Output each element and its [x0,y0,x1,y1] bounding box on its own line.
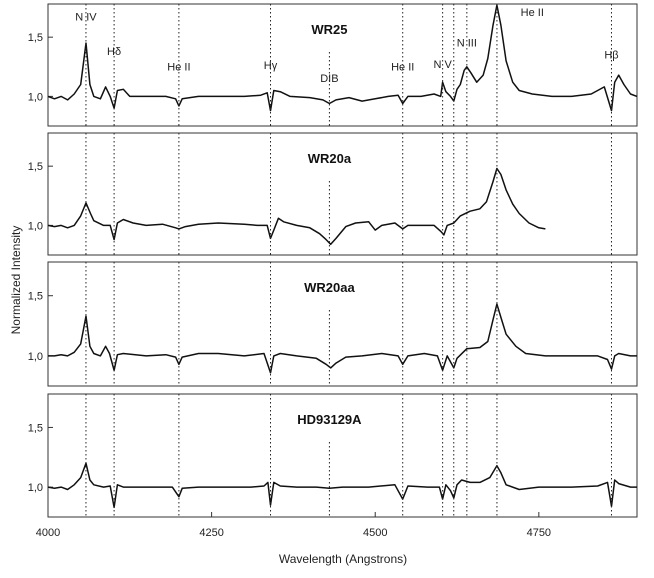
spectrum-line [47,167,546,246]
star-label: WR25 [311,22,347,37]
y-tick-label: 1,5 [28,422,43,434]
panel-frame [47,132,638,256]
y-tick-label: 1,5 [28,161,43,173]
y-tick-label: 1,0 [28,91,43,103]
spectrum-line [47,4,638,112]
spectrum-panel: 1,0 1,5 WR25 [28,3,638,127]
line-markers [85,4,612,517]
spectrum-panel: 1,0 1,5 WR20aa [28,261,638,387]
line-label: N III [457,38,477,50]
x-tick-label: 4500 [363,527,387,539]
x-axis: 4000 4250 4500 4750 [36,512,551,539]
y-tick-label: 1,5 [28,32,43,44]
y-tick-label: 1,0 [28,220,43,232]
y-tick-label: 1,0 [28,351,43,363]
x-tick-label: 4750 [527,527,551,539]
panel-frame [47,261,638,387]
y-tick-label: 1,5 [28,291,43,303]
star-label: WR20aa [304,280,355,295]
x-tick-label: 4000 [36,527,60,539]
line-label: He II [167,61,190,73]
y-tick-label: 1,0 [28,482,43,494]
spectrum-panel: 1,0 1,5 HD93129A [28,393,638,518]
spectrum-line [48,303,637,374]
line-label: N IV [75,12,97,24]
line-label: Hγ [264,60,278,72]
spectrum-panel: 1,0 1,5 WR20a [28,132,638,256]
line-label: He II [391,61,414,73]
panels-layer: 1,0 1,5 WR25 1,0 1,5 WR20a 1,0 1,5 WR20aa 1,0 1,5 H… [28,3,638,518]
panel-frame [47,3,638,127]
x-tick-label: 4250 [199,527,223,539]
star-label: WR20a [308,151,352,166]
line-label: Hδ [107,46,121,58]
line-label: He II [521,7,544,19]
line-label: DIB [320,73,338,85]
spectrum-line [47,462,637,509]
line-labels: N IV Hδ He II Hγ DIB He II N V N III He II Hβ [75,7,618,85]
star-label: HD93129A [297,412,362,427]
line-label: Hβ [604,49,618,61]
x-axis-title: Wavelength (Angstrons) [279,552,407,566]
panel-frame [47,393,638,518]
line-label: N V [433,59,452,71]
y-axis-title: Normalized Intensity [9,226,23,335]
